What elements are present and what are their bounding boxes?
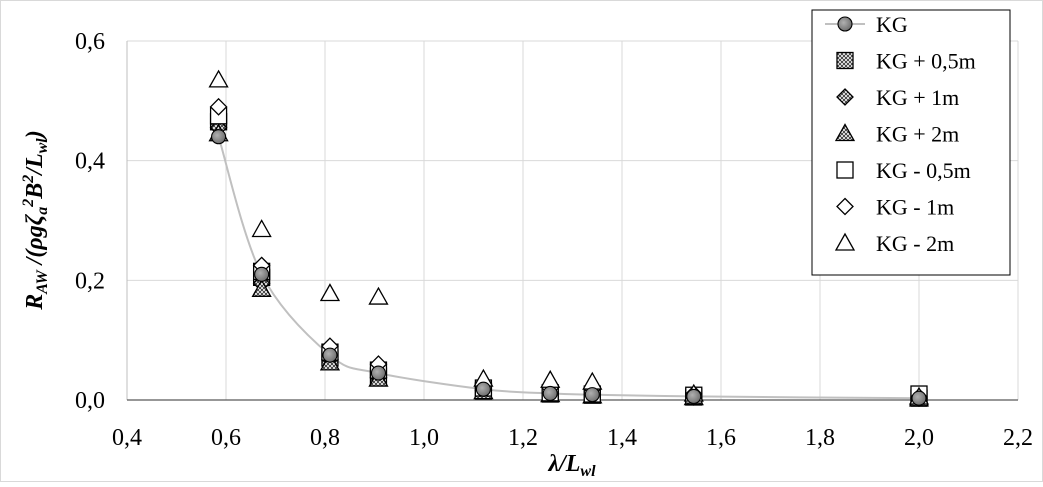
data-point (254, 266, 270, 282)
legend-item: KG - 0,5m (836, 158, 971, 183)
legend-marker (836, 197, 854, 216)
x-axis-title: λ/Lwl (547, 451, 596, 480)
x-tick-label: 0,4 (112, 425, 142, 451)
x-tick-label: 2,0 (904, 425, 934, 451)
x-tick-label: 1,0 (409, 425, 439, 451)
y-tick-label: 0,2 (75, 268, 105, 294)
legend-label: KG + 0,5m (876, 49, 976, 74)
x-tick-label: 1,2 (508, 425, 538, 451)
data-point (584, 387, 600, 403)
tick-labels: 0,4 0,6 0,8 1,0 1,2 1,4 1,6 1,8 2,0 2,2 0,0 0,2 0,4 0… (75, 29, 1033, 451)
data-point (208, 69, 229, 88)
legend-item: KG - 2m (834, 231, 954, 256)
legend-label: KG - 1m (876, 195, 954, 220)
data-point (251, 219, 272, 238)
legend-item: KG + 1m (836, 85, 959, 110)
legend-item: KG (825, 12, 908, 37)
x-tick-label: 2,2 (1003, 425, 1033, 451)
data-point (368, 286, 389, 305)
y-tick-label: 0,0 (75, 388, 105, 414)
data-point (911, 390, 927, 406)
grid (127, 40, 1019, 400)
legend-label: KG + 1m (876, 85, 959, 110)
legend-marker (836, 51, 854, 70)
y-tick-label: 0,6 (75, 29, 105, 55)
legend-marker (834, 123, 856, 142)
data-point (211, 129, 227, 145)
x-tick-label: 1,4 (607, 425, 637, 451)
legend-marker (834, 232, 856, 251)
data-point (209, 97, 228, 116)
x-tick-label: 1,6 (706, 425, 736, 451)
data-point (319, 283, 341, 302)
data-point (542, 385, 558, 401)
legend-label: KG - 2m (876, 231, 954, 256)
legend: KG KG + 0,5m KG + 1m KG + 2m KG - 0,5m KG - 1… (811, 9, 1011, 276)
x-tick-label: 0,8 (310, 425, 340, 451)
data-point (322, 347, 338, 363)
x-tick-label: 1,8 (805, 425, 835, 451)
legend-marker (837, 16, 853, 32)
legend-item: KG + 2m (834, 122, 959, 147)
data-point (251, 278, 272, 297)
data-points (208, 69, 930, 408)
data-point (686, 388, 702, 404)
legend-item: KG - 1m (836, 195, 954, 220)
legend-label: KG - 0,5m (876, 158, 971, 183)
y-tick-label: 0,4 (75, 149, 105, 175)
legend-label: KG + 2m (876, 122, 959, 147)
data-point (475, 381, 491, 397)
legend-item: KG + 0,5m (836, 49, 976, 74)
axes (126, 41, 1018, 401)
x-tick-label: 0,6 (211, 425, 241, 451)
legend-label: KG (876, 12, 908, 37)
legend-marker (836, 161, 854, 179)
data-point (370, 365, 387, 381)
legend-marker (836, 88, 854, 106)
